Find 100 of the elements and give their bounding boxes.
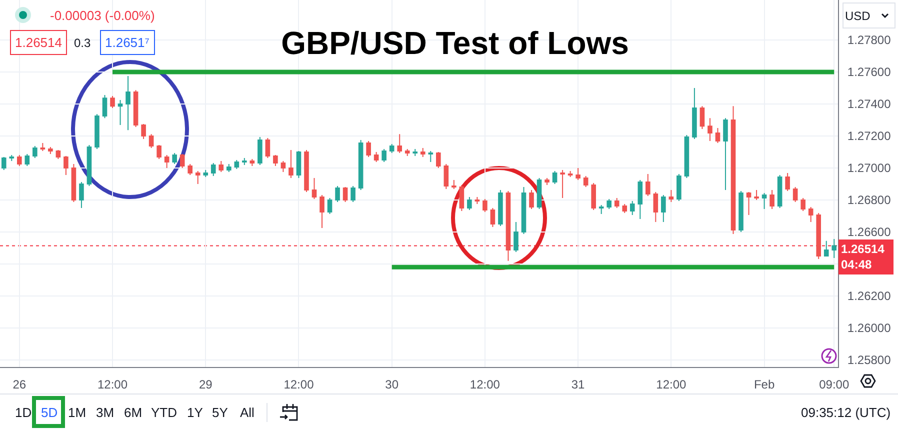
candlestick (792, 186, 798, 203)
y-tick-label: 1.27800 (847, 33, 892, 48)
candlestick (800, 198, 806, 212)
candlestick (676, 174, 682, 202)
candlestick (86, 144, 92, 187)
candlestick (335, 186, 340, 203)
candlestick (358, 139, 364, 191)
candlestick (48, 146, 53, 155)
candlestick (614, 198, 620, 208)
candlestick (156, 144, 162, 160)
candlestick (622, 203, 628, 214)
candlestick (591, 182, 596, 211)
x-tick-label: 31 (571, 377, 586, 392)
candlestick (64, 155, 68, 176)
x-tick-label: 12:00 (470, 377, 500, 392)
x-tick-label: 12:00 (656, 377, 687, 392)
candlestick (71, 163, 76, 203)
candlestick (576, 167, 580, 180)
candlestick (350, 186, 356, 203)
y-tick-label: 1.27200 (847, 129, 892, 144)
candlestick (94, 114, 100, 150)
candlestick (102, 94, 108, 119)
candlestick (598, 204, 604, 215)
y-tick-label: 1.27600 (847, 65, 892, 80)
candlestick (646, 174, 650, 196)
candlestick (474, 196, 480, 204)
x-tick-label: 30 (385, 377, 399, 392)
candlestick (668, 190, 674, 203)
text: 1D (15, 405, 32, 420)
candlestick (366, 140, 371, 158)
candlestick (568, 170, 573, 178)
text: 5D (41, 405, 58, 420)
candlestick (17, 154, 22, 167)
x-tick-label: 09:00 (819, 377, 850, 392)
text: 3M (96, 405, 114, 420)
candlestick (754, 190, 759, 200)
y-tick-label: 1.26200 (847, 289, 892, 304)
candlestick (40, 142, 46, 152)
candlestick (374, 151, 379, 163)
text: 1Y (187, 405, 204, 420)
candlestick (397, 134, 402, 154)
candlestick (327, 198, 332, 215)
text: 09:35:12 (UTC) (801, 405, 891, 420)
text: 6M (124, 405, 142, 420)
candlestick (467, 196, 472, 211)
candlestick (210, 162, 216, 176)
candlestick (560, 170, 565, 199)
candlestick (684, 134, 690, 179)
candlestick (482, 198, 488, 212)
candlestick (715, 127, 720, 144)
candlestick (536, 178, 542, 210)
candlestick (133, 90, 138, 128)
candlestick (226, 163, 232, 172)
candlestick (296, 150, 302, 179)
candlestick (273, 154, 278, 167)
candlestick (777, 174, 782, 208)
candlestick (708, 118, 712, 142)
candlestick (56, 150, 61, 160)
text: YTD (151, 405, 177, 420)
candlestick (832, 238, 837, 259)
candlestick (529, 190, 534, 210)
y-tick-label: 1.25800 (847, 353, 892, 368)
candlestick (342, 186, 348, 203)
candlestick (9, 154, 14, 162)
x-tick-label: 12:00 (97, 377, 128, 392)
y-tick-label: 1.26000 (847, 321, 892, 336)
candlestick (459, 184, 464, 212)
candlestick (180, 154, 185, 168)
candlestick (404, 148, 410, 156)
candlestick (808, 206, 814, 223)
annotation: -0.00003 (-0.00%) (50, 8, 155, 23)
candlestick (552, 170, 558, 184)
candlestick (730, 106, 736, 235)
candlestick (203, 170, 208, 178)
candlestick (785, 172, 790, 192)
y-tick-label: 1.26800 (847, 193, 892, 208)
candlestick (148, 134, 154, 148)
candlestick (816, 212, 821, 260)
candlestick (444, 163, 449, 190)
candlestick (304, 150, 309, 192)
candlestick (164, 154, 170, 168)
candlestick (24, 154, 30, 167)
candlestick (250, 158, 255, 167)
candlestick (490, 207, 496, 228)
candlestick (514, 222, 518, 252)
candlestick (521, 186, 526, 235)
candlestick (141, 123, 146, 140)
x-tick-label: Feb (754, 377, 775, 392)
candlestick (428, 150, 434, 163)
candlestick (762, 192, 767, 210)
candlestick (700, 106, 705, 130)
candlestick (188, 163, 192, 176)
candlestick (288, 150, 294, 179)
candlestick (692, 87, 697, 140)
candlestick (79, 182, 84, 208)
candlestick (118, 99, 123, 126)
text: USD (845, 9, 871, 23)
candlestick (583, 175, 588, 188)
text: 5Y (212, 405, 228, 420)
annotation: 1.26514 (15, 35, 62, 50)
